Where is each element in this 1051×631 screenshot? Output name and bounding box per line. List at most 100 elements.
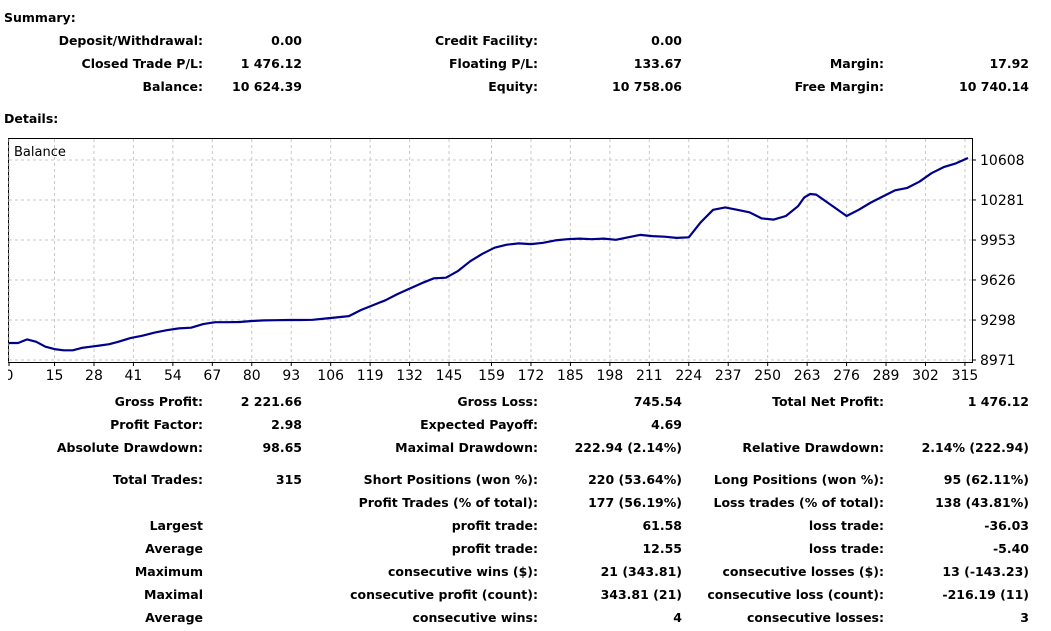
x-tick-label: 80 (243, 368, 261, 384)
average-profit-value: 12.55 (642, 541, 682, 556)
y-tick-label: 10608 (980, 153, 1025, 169)
maximal-label: Maximal (144, 587, 203, 602)
average-consec-losses-value: 3 (1020, 610, 1029, 625)
x-tick-label: 15 (46, 368, 64, 384)
x-tick-label: 93 (282, 368, 300, 384)
maximum-losses-value: 13 (-143.23) (942, 564, 1029, 579)
profit-factor-label: Profit Factor: (110, 417, 203, 432)
absolute-drawdown-label: Absolute Drawdown: (56, 440, 203, 455)
x-tick-label: 211 (636, 368, 663, 384)
equity-value: 10 758.06 (612, 79, 682, 94)
free-margin-label: Free Margin: (794, 79, 884, 94)
margin-value: 17.92 (989, 56, 1029, 71)
x-tick-label: 289 (873, 368, 900, 384)
average-consec-losses-label: consecutive losses: (746, 610, 884, 625)
y-tick-label: 9626 (980, 273, 1016, 289)
balance-label: Balance: (142, 79, 203, 94)
short-positions-label: Short Positions (won %): (363, 472, 538, 487)
y-tick-label: 9298 (980, 313, 1016, 329)
relative-drawdown-value: 2.14% (222.94) (921, 440, 1029, 455)
absolute-drawdown-value: 98.65 (262, 440, 302, 455)
gross-profit-label: Gross Profit: (114, 394, 203, 409)
largest-profit-value: 61.58 (642, 518, 682, 533)
x-tick-label: 0 (8, 368, 13, 384)
balance-value: 10 624.39 (232, 79, 302, 94)
largest-loss-value: -36.03 (984, 518, 1029, 533)
x-tick-label: 263 (794, 368, 821, 384)
x-tick-label: 302 (912, 368, 939, 384)
profit-trades-value: 177 (56.19%) (588, 495, 682, 510)
x-tick-label: 224 (675, 368, 702, 384)
maximal-profit-label: consecutive profit (count): (350, 587, 538, 602)
x-tick-label: 198 (597, 368, 624, 384)
average-label: Average (145, 541, 203, 556)
maximum-wins-value: 21 (343.81) (600, 564, 682, 579)
largest-label: Largest (149, 518, 203, 533)
x-tick-label: 185 (557, 368, 584, 384)
balance-chart: 0 15 28 41 54 67 80 93 106 119 132 145 159 172 185 198 2… (8, 138, 1048, 388)
x-tick-label: 67 (203, 368, 221, 384)
y-tick-label: 8971 (980, 353, 1016, 369)
closed-trade-pl-label: Closed Trade P/L: (81, 56, 203, 71)
average-consec-label: Average (145, 610, 203, 625)
gross-profit-value: 2 221.66 (240, 394, 302, 409)
y-tick-label: 10281 (980, 193, 1025, 209)
free-margin-value: 10 740.14 (959, 79, 1029, 94)
average-profit-label: profit trade: (451, 541, 538, 556)
maximum-label: Maximum (134, 564, 203, 579)
x-tick-label: 41 (125, 368, 143, 384)
total-net-profit-label: Total Net Profit: (772, 394, 884, 409)
deposit-withdrawal-value: 0.00 (271, 33, 302, 48)
x-tick-label: 159 (478, 368, 505, 384)
profit-factor-value: 2.98 (271, 417, 302, 432)
x-tick-label: 250 (754, 368, 781, 384)
summary-heading: Summary: (4, 10, 76, 25)
legend-balance-label: Balance (14, 145, 66, 160)
x-tick-label: 106 (317, 368, 344, 384)
total-net-profit-value: 1 476.12 (967, 394, 1029, 409)
total-trades-value: 315 (275, 472, 302, 487)
expected-payoff-value: 4.69 (651, 417, 682, 432)
margin-label: Margin: (829, 56, 884, 71)
gross-loss-value: 745.54 (633, 394, 682, 409)
maximal-drawdown-value: 222.94 (2.14%) (574, 440, 682, 455)
credit-facility-value: 0.00 (651, 33, 682, 48)
details-heading: Details: (4, 111, 59, 126)
largest-loss-label: loss trade: (808, 518, 884, 533)
x-tick-label: 54 (164, 368, 182, 384)
maximum-losses-label: consecutive losses ($): (722, 564, 884, 579)
maximal-profit-value: 343.81 (21) (600, 587, 682, 602)
expected-payoff-label: Expected Payoff: (420, 417, 538, 432)
average-consec-wins-value: 4 (673, 610, 682, 625)
profit-trades-label: Profit Trades (% of total): (358, 495, 538, 510)
deposit-withdrawal-label: Deposit/Withdrawal: (58, 33, 203, 48)
balance-series-line (9, 156, 969, 352)
average-consec-wins-label: consecutive wins: (412, 610, 538, 625)
maximum-wins-label: consecutive wins ($): (387, 564, 538, 579)
average-loss-value: -5.40 (992, 541, 1029, 556)
closed-trade-pl-value: 1 476.12 (240, 56, 302, 71)
x-tick-label: 145 (436, 368, 463, 384)
maximal-drawdown-label: Maximal Drawdown: (395, 440, 538, 455)
balance-chart-svg: 0 15 28 41 54 67 80 93 106 119 132 145 159 172 185 198 2… (8, 138, 1025, 384)
credit-facility-label: Credit Facility: (434, 33, 538, 48)
x-tick-label: 119 (357, 368, 384, 384)
x-tick-label: 315 (952, 368, 979, 384)
y-tick-label: 9953 (980, 233, 1016, 249)
loss-trades-label: Loss trades (% of total): (713, 495, 884, 510)
floating-pl-label: Floating P/L: (449, 56, 538, 71)
total-trades-label: Total Trades: (112, 472, 203, 487)
long-positions-value: 95 (62.11%) (943, 472, 1029, 487)
maximal-loss-value: -216.19 (11) (942, 587, 1029, 602)
largest-profit-label: profit trade: (451, 518, 538, 533)
x-tick-label: 132 (396, 368, 423, 384)
long-positions-label: Long Positions (won %): (713, 472, 884, 487)
floating-pl-value: 133.67 (633, 56, 682, 71)
x-tick-label: 172 (518, 368, 545, 384)
short-positions-value: 220 (53.64%) (588, 472, 682, 487)
x-tick-label: 28 (85, 368, 103, 384)
gross-loss-label: Gross Loss: (457, 394, 538, 409)
maximal-loss-label: consecutive loss (count): (707, 587, 884, 602)
average-loss-label: loss trade: (808, 541, 884, 556)
relative-drawdown-label: Relative Drawdown: (742, 440, 884, 455)
